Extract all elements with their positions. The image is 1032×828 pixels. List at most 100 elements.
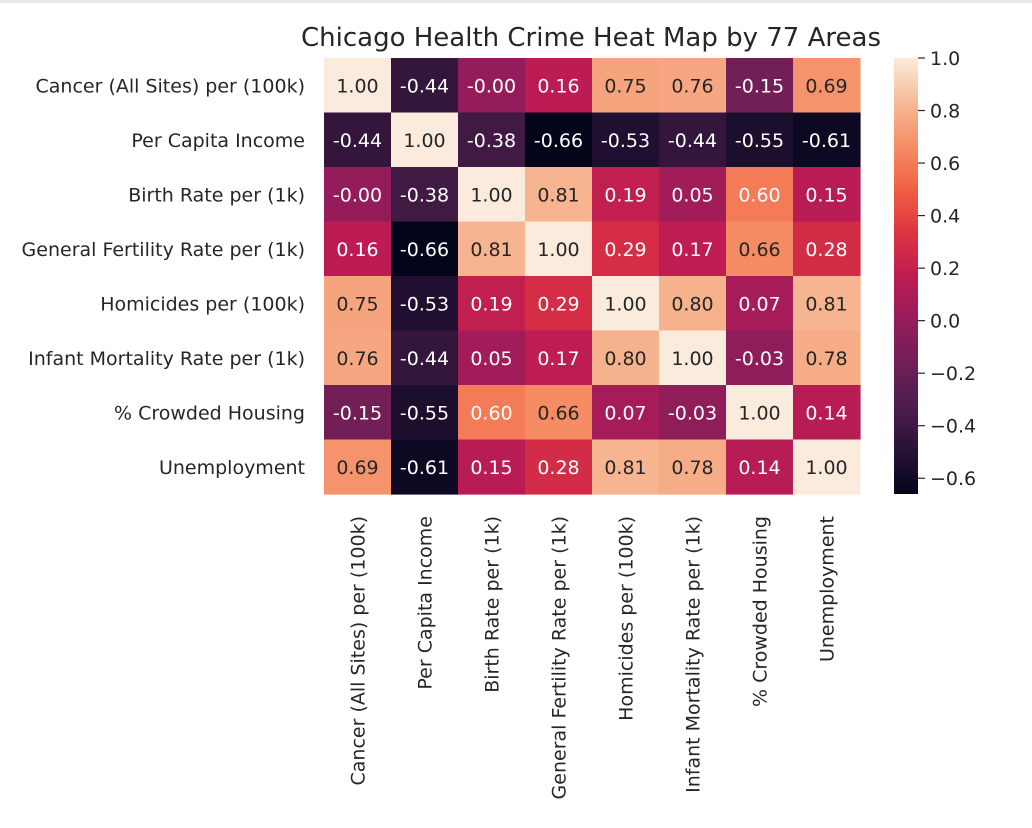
heatmap-cell — [659, 112, 727, 168]
heatmap-cell — [592, 221, 660, 277]
heatmap-cell — [525, 167, 593, 223]
column-tick-label: % Crowded Housing — [750, 516, 772, 707]
heatmap-cell — [793, 221, 861, 277]
colorbar-tick-label: 0.4 — [930, 206, 960, 228]
cell-value-label: 0.28 — [805, 239, 847, 261]
heatmap-cell — [458, 58, 526, 114]
heatmap-cell — [458, 385, 526, 441]
heatmap-cell-labels: 1.00 -0.44 -0.00 0.16 0.75 0.76 -0.15 0.69 -0.44… — [333, 75, 851, 479]
cell-value-label: 0.78 — [671, 457, 713, 479]
cell-value-label: -0.66 — [534, 130, 583, 152]
cell-value-label: 0.15 — [805, 184, 847, 206]
cell-value-label: -0.03 — [735, 348, 784, 370]
cell-value-label: -0.38 — [467, 130, 516, 152]
cell-value-label: 0.29 — [537, 293, 579, 315]
cell-value-label: 0.76 — [671, 75, 713, 97]
colorbar-gradient — [894, 58, 918, 494]
colorbar-tick-label: 0.0 — [930, 311, 960, 333]
heatmap-cell — [592, 385, 660, 441]
heatmap-cell — [726, 221, 794, 277]
heatmap-cell — [458, 330, 526, 386]
heatmap-cell — [592, 276, 660, 332]
cell-value-label: 1.00 — [805, 457, 847, 479]
column-tick-label: Cancer (All Sites) per (100k) — [348, 516, 370, 785]
cell-value-label: 0.19 — [604, 184, 646, 206]
heatmap-cell — [458, 112, 526, 168]
cell-value-label: 0.07 — [738, 293, 780, 315]
heatmap-cell — [793, 385, 861, 441]
heatmap-cell — [793, 58, 861, 114]
colorbar-tick-label: −0.6 — [930, 468, 976, 490]
heatmap-cell — [793, 330, 861, 386]
colorbar-tick-label: −0.4 — [930, 416, 976, 438]
heatmap-cell — [458, 221, 526, 277]
row-tick-label: Per Capita Income — [131, 130, 305, 152]
heatmap-cell — [592, 439, 660, 495]
cell-value-label: -0.55 — [735, 130, 784, 152]
cell-value-label: 0.66 — [537, 402, 579, 424]
row-tick-label: Infant Mortality Rate per (1k) — [28, 348, 305, 370]
heatmap-cell — [726, 58, 794, 114]
cell-value-label: 0.81 — [537, 184, 579, 206]
cell-value-label: 0.16 — [336, 239, 378, 261]
cell-value-label: -0.44 — [400, 75, 449, 97]
cell-value-label: 0.15 — [470, 457, 512, 479]
cell-value-label: 0.05 — [671, 184, 713, 206]
cell-value-label: 0.78 — [805, 348, 847, 370]
cell-value-label: 0.69 — [805, 75, 847, 97]
cell-value-label: 0.75 — [336, 293, 378, 315]
row-tick-label: % Crowded Housing — [114, 402, 305, 424]
colorbar-tick-label: 0.6 — [930, 153, 960, 175]
heatmap-cell — [324, 221, 392, 277]
heatmap-cell — [391, 276, 459, 332]
column-tick-label: Homicides per (100k) — [616, 516, 638, 721]
cell-value-label: 1.00 — [403, 130, 445, 152]
heatmap-cell — [324, 439, 392, 495]
cell-value-label: 0.28 — [537, 457, 579, 479]
heatmap-cell — [726, 385, 794, 441]
heatmap-cell — [458, 167, 526, 223]
cell-value-label: -0.00 — [467, 75, 516, 97]
cell-value-label: 1.00 — [470, 184, 512, 206]
heatmap-cell — [525, 112, 593, 168]
colorbar-tick-label: 0.2 — [930, 258, 960, 280]
heatmap-cell — [391, 439, 459, 495]
heatmap-cell — [525, 276, 593, 332]
heatmap-cell — [525, 385, 593, 441]
cell-value-label: 0.80 — [671, 293, 713, 315]
heatmap-cell — [324, 276, 392, 332]
cell-value-label: -0.53 — [601, 130, 650, 152]
cell-value-label: -0.66 — [400, 239, 449, 261]
column-tick-label: Per Capita Income — [415, 516, 437, 690]
cell-value-label: -0.44 — [668, 130, 717, 152]
heatmap-cell — [391, 221, 459, 277]
heatmap-cell — [324, 330, 392, 386]
heatmap-cell — [324, 167, 392, 223]
cell-value-label: 0.66 — [738, 239, 780, 261]
cell-value-label: 0.19 — [470, 293, 512, 315]
heatmap-cell — [793, 439, 861, 495]
column-tick-label: General Fertility Rate per (1k) — [549, 516, 571, 799]
heatmap-cell — [391, 112, 459, 168]
cell-value-label: -0.15 — [333, 402, 382, 424]
heatmap-cell — [793, 276, 861, 332]
cell-value-label: 0.16 — [537, 75, 579, 97]
heatmap-cell — [793, 112, 861, 168]
cell-value-label: 0.60 — [738, 184, 780, 206]
heatmap-cell — [592, 167, 660, 223]
heatmap-cell — [726, 276, 794, 332]
cell-value-label: 0.60 — [470, 402, 512, 424]
cell-value-label: 1.00 — [336, 75, 378, 97]
column-tick-label: Infant Mortality Rate per (1k) — [683, 516, 705, 793]
cell-value-label: 0.29 — [604, 239, 646, 261]
cell-value-label: 0.17 — [671, 239, 713, 261]
heatmap-cell — [525, 221, 593, 277]
row-tick-label: Cancer (All Sites) per (100k) — [36, 75, 305, 97]
row-tick-label: Birth Rate per (1k) — [128, 184, 305, 206]
heatmap-cells — [324, 58, 861, 495]
cell-value-label: 1.00 — [671, 348, 713, 370]
column-tick-label: Birth Rate per (1k) — [482, 516, 504, 693]
heatmap-cell — [525, 439, 593, 495]
colorbar-tick-label: 1.0 — [930, 48, 960, 70]
